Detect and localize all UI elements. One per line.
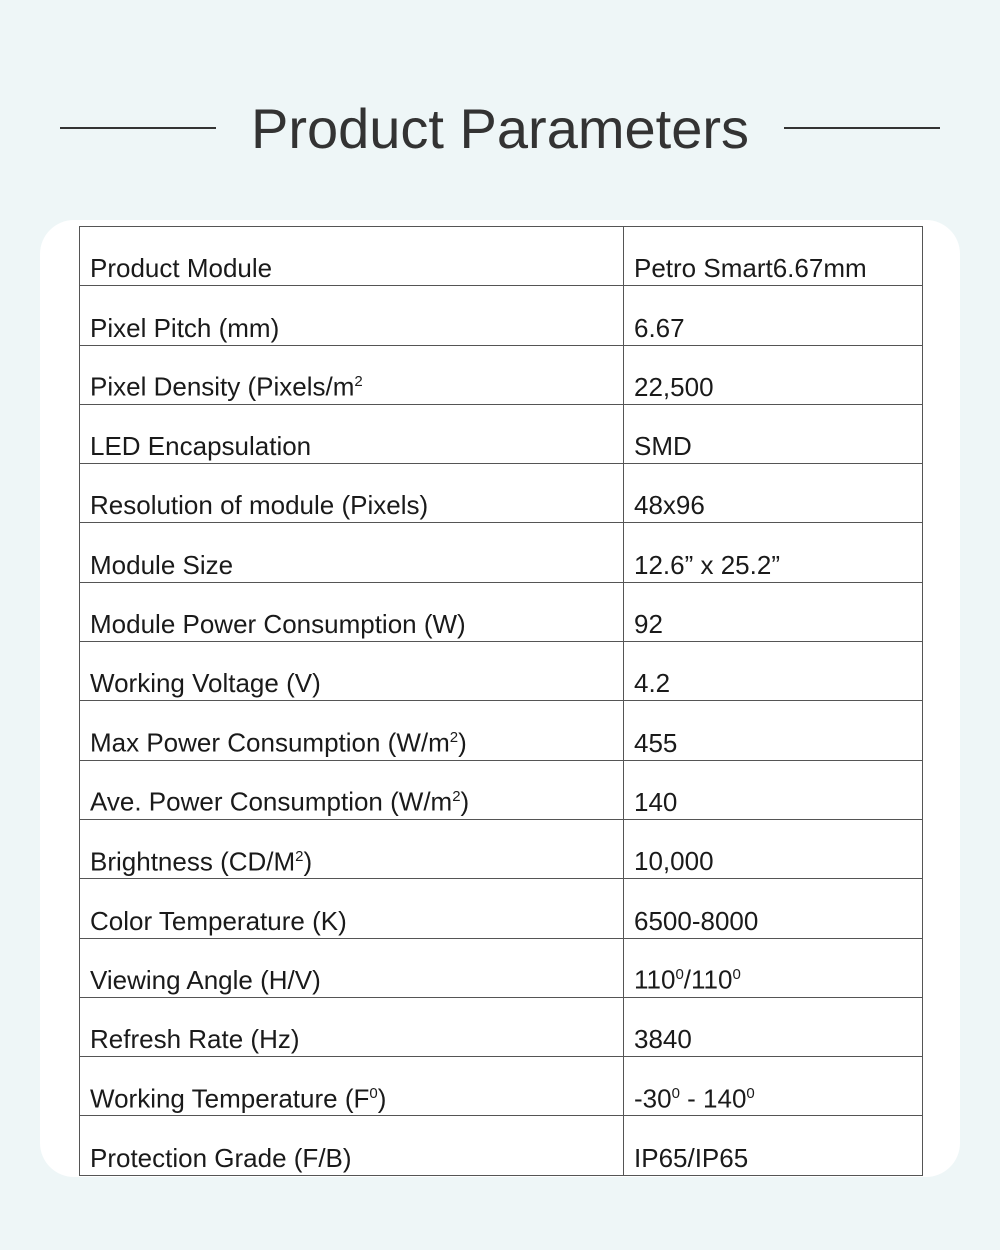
parameter-value: 10,000 xyxy=(623,818,923,880)
page-title: Product Parameters xyxy=(251,96,749,160)
parameter-label: Working Temperature (F0) xyxy=(79,1056,624,1117)
parameter-label: Protection Grade (F/B) xyxy=(79,1115,624,1176)
parameter-label: Ave. Power Consumption (W/m2) xyxy=(79,759,624,820)
value-text: -30 xyxy=(634,1083,672,1114)
label-end: ) xyxy=(303,846,313,877)
label-text: LED Encapsulation xyxy=(90,431,312,462)
parameter-label: Refresh Rate (Hz) xyxy=(79,996,624,1058)
parameter-value: 92 xyxy=(623,581,923,643)
parameter-label: Pixel Density (Pixels/m2 xyxy=(79,344,624,405)
label-superscript: 2 xyxy=(354,373,363,391)
label-text: Ave. Power Consumption (W/m xyxy=(90,786,453,817)
table-row: Working Temperature (F0) -300 - 1400 xyxy=(79,1056,923,1117)
table-row: Max Power Consumption (W/m2) 455 xyxy=(79,700,923,761)
parameter-value: 3840 xyxy=(623,996,923,1058)
title-rule-left xyxy=(60,127,216,129)
label-text: Pixel Pitch (mm) xyxy=(90,312,280,343)
value-text: /110 xyxy=(683,964,733,995)
table-row: Working Voltage (V) 4.2 xyxy=(79,641,923,702)
parameter-value: 1100/1100 xyxy=(623,937,923,998)
label-text: Brightness (CD/M xyxy=(90,846,296,877)
value-text: - 140 xyxy=(679,1083,747,1114)
table-row: Module Size 12.6” x 25.2” xyxy=(79,522,923,583)
parameter-label: Max Power Consumption (W/m2) xyxy=(79,700,624,761)
parameters-table: Product Module Petro Smart6.67mm Pixel Pit… xyxy=(79,225,923,1176)
table-row: Resolution of module (Pixels) 48x96 xyxy=(79,463,923,524)
parameter-label: LED Encapsulation xyxy=(79,403,624,465)
parameter-label: Color Temperature (K) xyxy=(79,878,624,939)
parameter-value: 22,500 xyxy=(623,344,923,405)
label-text: Refresh Rate (Hz) xyxy=(90,1024,300,1055)
parameter-label: Product Module xyxy=(79,225,624,287)
parameter-value: -300 - 1400 xyxy=(623,1056,923,1117)
label-superscript: 2 xyxy=(295,847,304,865)
parameter-value: 4.2 xyxy=(623,641,923,702)
parameter-value: 12.6” x 25.2” xyxy=(623,522,923,583)
label-text: Product Module xyxy=(90,253,273,284)
label-end: ) xyxy=(458,727,467,758)
parameter-label: Working Voltage (V) xyxy=(79,641,624,702)
label-superscript: 0 xyxy=(369,1084,378,1102)
label-superscript: 2 xyxy=(449,729,459,747)
table-row: Pixel Density (Pixels/m2 22,500 xyxy=(79,344,923,405)
table-row: Brightness (CD/M2) 10,000 xyxy=(79,818,923,880)
label-text: Working Temperature (F xyxy=(90,1083,370,1114)
label-text: Resolution of module (Pixels) xyxy=(90,490,429,521)
table-row: LED Encapsulation SMD xyxy=(79,403,923,465)
label-text: Color Temperature (K) xyxy=(90,905,347,936)
parameter-value: 455 xyxy=(623,700,923,761)
parameter-value: IP65/IP65 xyxy=(623,1115,923,1176)
parameter-label: Brightness (CD/M2) xyxy=(79,818,624,880)
value-superscript: 0 xyxy=(746,1084,755,1102)
label-text: Module Size xyxy=(90,549,234,580)
label-superscript: 2 xyxy=(452,788,461,806)
table-row: Viewing Angle (H/V) 1100/1100 xyxy=(79,937,923,998)
value-superscript: 0 xyxy=(671,1084,680,1102)
title-rule-right xyxy=(784,127,940,129)
table-row: Color Temperature (K) 6500-8000 xyxy=(79,878,923,939)
table-row: Pixel Pitch (mm) 6.67 xyxy=(79,285,923,346)
label-text: Max Power Consumption (W/m xyxy=(90,727,450,758)
parameter-value: 140 xyxy=(623,759,923,820)
parameter-value: 6.67 xyxy=(623,285,923,346)
label-text: Viewing Angle (H/V) xyxy=(90,964,321,995)
parameter-label: Pixel Pitch (mm) xyxy=(79,285,624,346)
label-end: ) xyxy=(460,786,470,817)
label-text: Protection Grade (F/B) xyxy=(90,1142,352,1173)
value-superscript: 0 xyxy=(675,966,684,984)
parameter-value: SMD xyxy=(623,403,923,465)
value-superscript: 0 xyxy=(732,966,741,984)
label-text: Working Voltage (V) xyxy=(90,668,321,699)
table-row: Refresh Rate (Hz) 3840 xyxy=(79,996,923,1058)
table-row: Module Power Consumption (W) 92 xyxy=(79,581,923,643)
parameter-value: Petro Smart6.67mm xyxy=(623,225,923,287)
value-text: 110 xyxy=(634,964,676,995)
label-end: ) xyxy=(377,1083,387,1114)
parameter-value: 6500-8000 xyxy=(623,878,923,939)
table-row: Ave. Power Consumption (W/m2) 140 xyxy=(79,759,923,820)
label-text: Module Power Consumption (W) xyxy=(90,609,466,640)
label-text: Pixel Density (Pixels/m xyxy=(90,371,355,402)
parameter-label: Module Power Consumption (W) xyxy=(79,581,624,643)
parameter-label: Module Size xyxy=(79,522,624,583)
parameter-label: Viewing Angle (H/V) xyxy=(79,937,624,998)
parameter-label: Resolution of module (Pixels) xyxy=(79,463,624,524)
table-row: Protection Grade (F/B) IP65/IP65 xyxy=(79,1115,923,1176)
table-row: Product Module Petro Smart6.67mm xyxy=(79,225,923,287)
parameter-value: 48x96 xyxy=(623,463,923,524)
